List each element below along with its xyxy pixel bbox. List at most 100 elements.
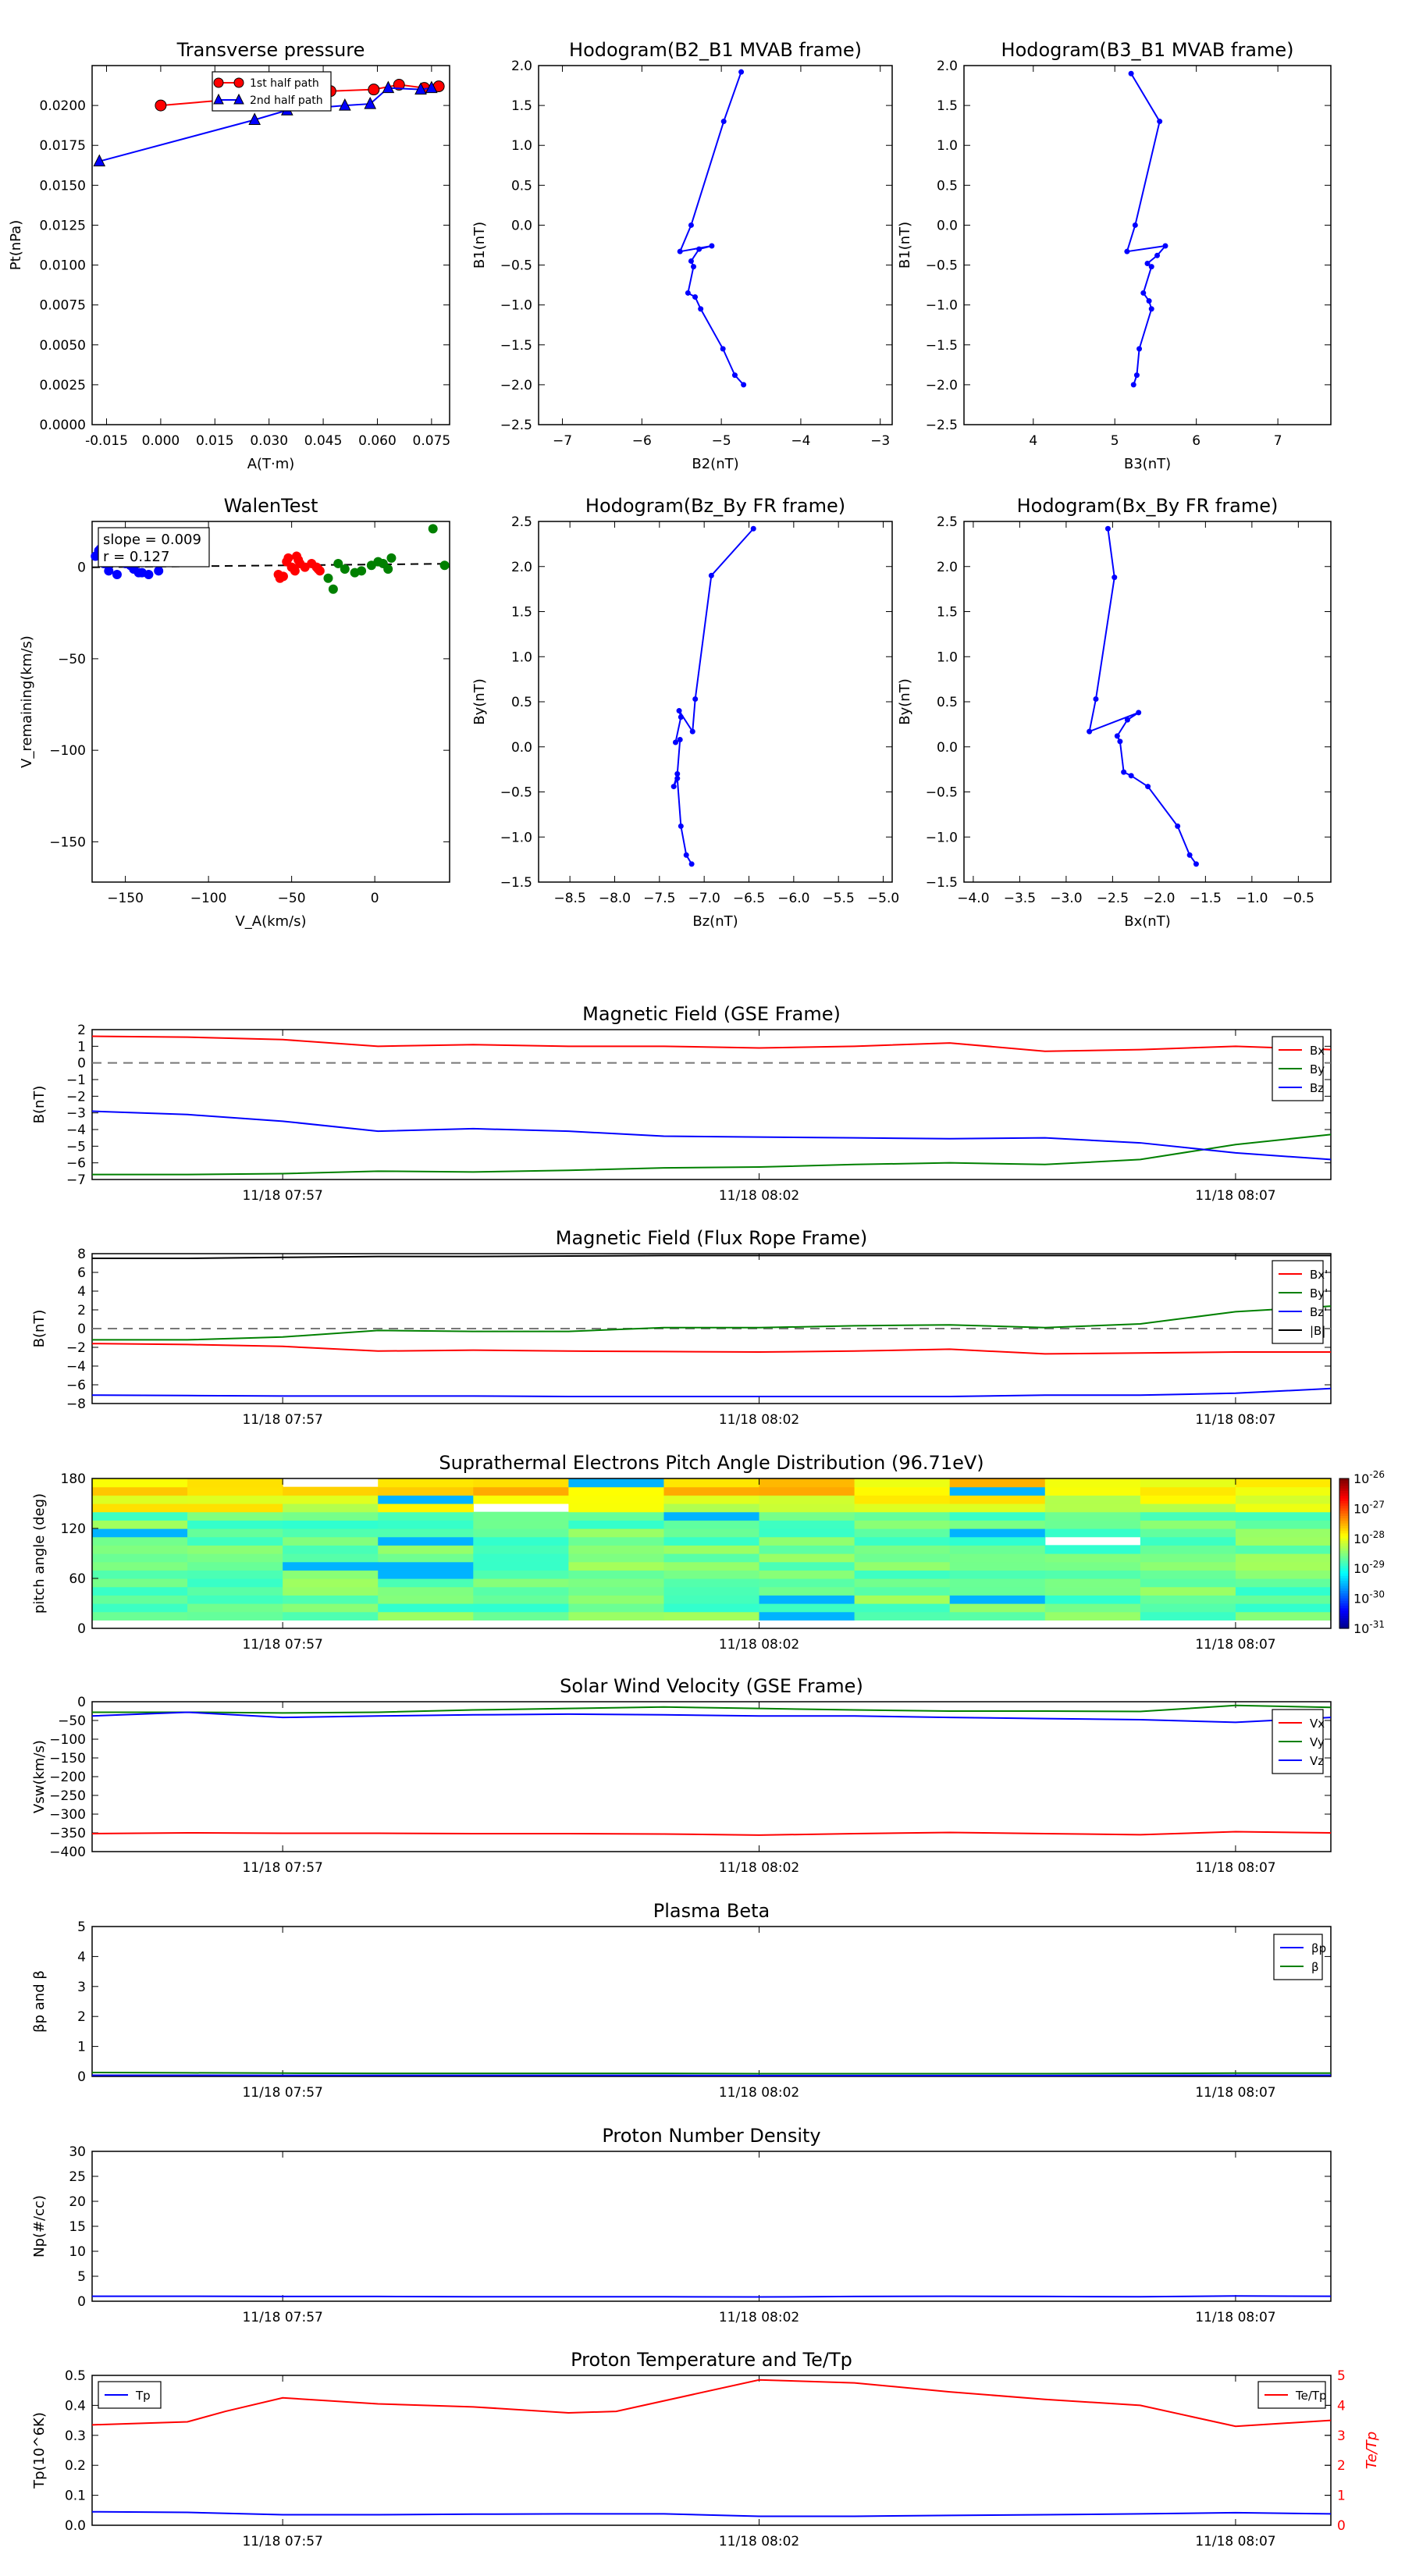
colorbar-step: [1339, 1591, 1349, 1594]
heatmap-cell: [187, 1561, 283, 1571]
colorbar-step: [1339, 1488, 1349, 1492]
plot-frame: [91, 1478, 1332, 1629]
data-point: [414, 82, 427, 95]
heatmap-cell: [187, 1503, 283, 1513]
x-axis-label: V_A(km/s): [235, 913, 306, 930]
y2-tick-label: 5: [1337, 2368, 1346, 2384]
heatmap-cell: [378, 1495, 474, 1504]
heatmap-cell: [1044, 1553, 1141, 1563]
colorbar-step: [1339, 1493, 1349, 1496]
y-tick-label: −2.5: [926, 418, 958, 433]
y-tick-label: 10: [69, 2244, 86, 2260]
chart-title: Solar Wind Velocity (GSE Frame): [560, 1675, 863, 1697]
y2-axis-label: Te/Tp: [1364, 2432, 1380, 2469]
heatmap-cell: [854, 1603, 951, 1613]
x-tick-label: 7: [1274, 433, 1282, 449]
y-tick-label: 0.5: [65, 2368, 86, 2384]
plot-frame: [91, 1701, 1332, 1852]
heatmap-cell: [949, 1586, 1046, 1596]
series-line: [92, 1254, 1331, 1259]
time-tick-label: 11/18 08:02: [719, 1412, 799, 1428]
y-tick-label: 0.5: [511, 695, 532, 710]
scatter-point: [290, 566, 300, 576]
heatmap-cell: [1044, 1503, 1141, 1513]
legend-box: [212, 71, 332, 112]
heatmap-cell: [949, 1511, 1046, 1521]
heatmap-cell: [473, 1553, 569, 1563]
heatmap-cell: [949, 1611, 1046, 1621]
heatmap-cell: [187, 1595, 283, 1604]
heatmap-cell: [854, 1528, 951, 1538]
chart-title: Hodogram(B3_B1 MVAB frame): [1001, 39, 1294, 61]
y-tick-label: 4: [77, 1284, 86, 1300]
chart-mag-fr: Magnetic Field (Flux Rope Frame) −8 −6 −4 −2…: [31, 1227, 1332, 1428]
heatmap-cell: [568, 1611, 665, 1621]
y-tick-label: −1.0: [500, 830, 532, 845]
heatmap-cell: [1140, 1578, 1236, 1588]
hodogram-point: [1145, 784, 1151, 790]
heatmap-cell: [473, 1486, 569, 1496]
colorbar-step: [1339, 1560, 1349, 1564]
y-tick-label: 2.5: [511, 514, 532, 530]
heatmap-cell: [1235, 1553, 1332, 1563]
heatmap-cell: [187, 1611, 283, 1621]
y-tick-label: −3: [66, 1106, 86, 1122]
y-tick-label: −2.0: [500, 378, 532, 393]
heatmap-cell: [1140, 1520, 1236, 1529]
y-tick-label: −1.5: [926, 338, 958, 354]
heatmap-cell: [92, 1561, 188, 1571]
x-tick-label: −100: [190, 891, 227, 906]
legend-label: Tp: [135, 2389, 151, 2403]
heatmap-cell: [949, 1520, 1046, 1529]
heatmap-cell: [663, 1578, 760, 1588]
x-tick-label: 0.000: [142, 433, 180, 449]
time-tick-label: 11/18 07:57: [242, 1412, 322, 1428]
heatmap-cell: [378, 1478, 474, 1488]
y-tick-label: −100: [49, 1732, 86, 1748]
x-tick-label: −4: [791, 433, 810, 449]
scatter-point: [333, 558, 343, 568]
heatmap-cell: [949, 1528, 1046, 1538]
heatmap-cell: [92, 1486, 188, 1496]
time-tick-label: 11/18 07:57: [242, 2085, 322, 2101]
y-tick-label: 0.0: [937, 740, 958, 756]
y-tick-label: 120: [61, 1521, 86, 1537]
y-tick-label: 0.0: [65, 2518, 86, 2534]
heatmap-cell: [568, 1586, 665, 1596]
hodogram-point: [674, 770, 681, 777]
x-tick-label: −2.5: [1097, 891, 1129, 906]
hodogram-point: [738, 69, 745, 75]
time-tick-label: 11/18 07:57: [242, 2534, 322, 2549]
y-tick-label: 0: [77, 1056, 86, 1072]
heatmap-cell: [949, 1561, 1046, 1571]
y-tick-label: 0: [77, 2069, 86, 2085]
colorbar-step: [1339, 1571, 1349, 1574]
chart-title: Hodogram(B2_B1 MVAB frame): [569, 39, 862, 61]
heatmap-cell: [568, 1561, 665, 1571]
heatmap-cell: [283, 1578, 379, 1588]
y-tick-label: −2: [66, 1340, 86, 1356]
chart-mag-gse: Magnetic Field (GSE Frame) −7−6−5−4−3−2−1…: [31, 1003, 1332, 1204]
hodogram-point: [1148, 264, 1154, 270]
y-tick-label: −150: [49, 834, 86, 850]
colorbar-step: [1339, 1510, 1349, 1514]
y-tick-label: 0.2: [65, 2458, 86, 2474]
heatmap-cell: [949, 1578, 1046, 1588]
hodogram-point: [741, 382, 747, 388]
scatter-point: [144, 570, 154, 580]
y-tick-label: 0.0125: [40, 218, 86, 233]
time-tick-label: 11/18 08:02: [719, 2534, 799, 2549]
heatmap-cell: [283, 1553, 379, 1563]
heatmap-cell: [473, 1495, 569, 1504]
hodogram-point: [1128, 773, 1134, 779]
legend-label: |B|: [1310, 1324, 1325, 1338]
colorbar-step: [1339, 1603, 1349, 1606]
y-tick-label: −8: [66, 1397, 86, 1412]
hodogram-point: [1186, 852, 1193, 858]
heatmap-cell: [1044, 1495, 1141, 1504]
colorbar-step: [1339, 1613, 1349, 1617]
hodogram-point: [678, 714, 684, 720]
heatmap-cell: [92, 1528, 188, 1538]
heatmap-cell: [378, 1586, 474, 1596]
y-tick-label: 0.5: [937, 695, 958, 710]
